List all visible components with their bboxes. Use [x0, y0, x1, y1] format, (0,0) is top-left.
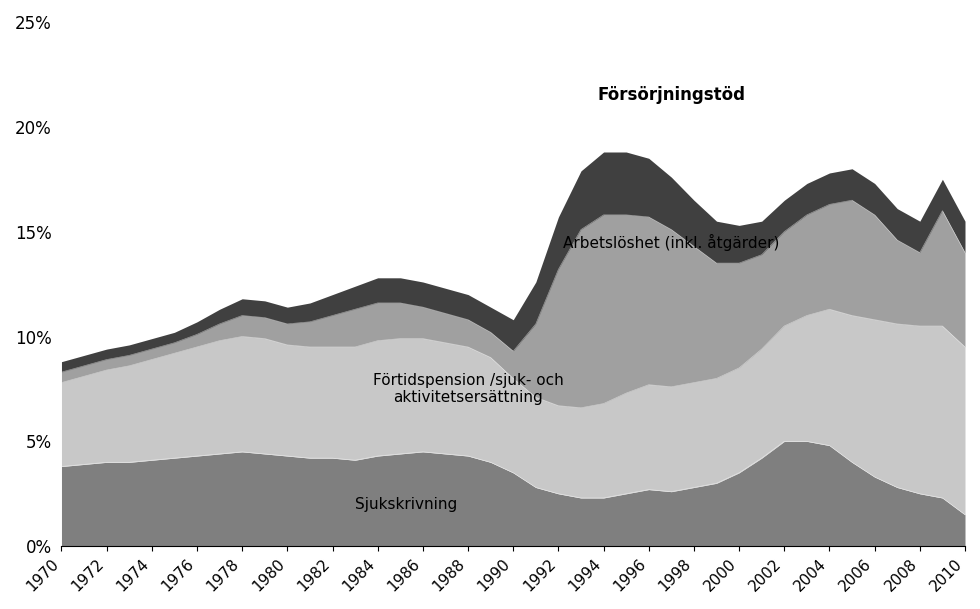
Text: Arbetslöshet (inkl. åtgärder): Arbetslöshet (inkl. åtgärder): [564, 234, 779, 251]
Text: Försörjningstöd: Försörjningstöd: [598, 86, 746, 104]
Text: Sjukskrivning: Sjukskrivning: [355, 497, 458, 512]
Text: Förtidspension /sjuk- och
aktivitetsersättning: Förtidspension /sjuk- och aktivitetsersä…: [372, 373, 564, 405]
